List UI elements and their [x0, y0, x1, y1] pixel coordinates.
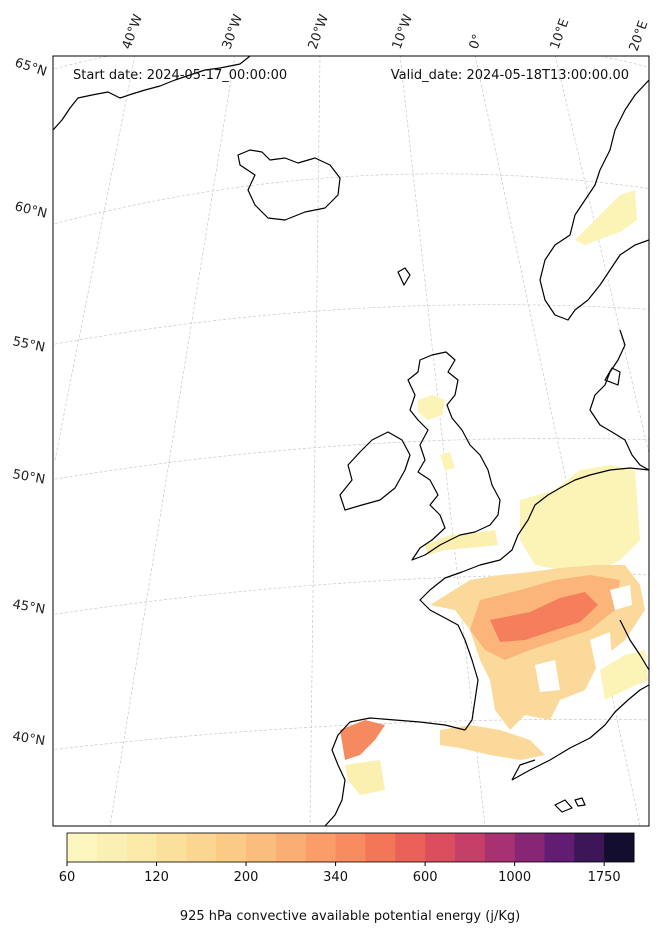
colorbar-border	[66, 832, 635, 863]
map-border	[52, 55, 650, 827]
lon-label: 40°W	[120, 12, 146, 51]
colorbar-segment	[604, 833, 635, 862]
valid-date-label: Valid_date: 2024-05-18T13:00:00.00	[391, 68, 629, 83]
lat-label: 55°N	[11, 334, 46, 355]
lon-label: 0°	[467, 32, 486, 51]
colorbar-segment	[96, 833, 128, 862]
map-background	[53, 56, 649, 826]
colorbar-segment	[574, 833, 605, 862]
colorbar-segment	[126, 833, 158, 862]
lon-label: 30°W	[220, 12, 246, 51]
colorbar-tick-label: 60	[59, 870, 76, 885]
lat-label: 40°N	[11, 729, 46, 749]
coastlines	[53, 56, 649, 826]
lon-label: 20°W	[306, 12, 332, 51]
colorbar-segment	[365, 833, 396, 862]
lat-label: 50°N	[11, 467, 46, 487]
colorbar-segment	[544, 833, 575, 862]
colorbar-tick-label: 120	[144, 870, 169, 885]
colorbar-segment	[425, 833, 456, 862]
colorbar-segment	[246, 833, 277, 862]
colorbar-segment	[335, 833, 366, 862]
colorbar-segment	[67, 833, 98, 862]
colorbar-segment	[514, 833, 545, 862]
lat-label: 45°N	[11, 597, 46, 617]
colorbar-segment	[275, 833, 307, 862]
longitude-labels: 40°W 30°W 20°W 10°W 0° 10°E 20°E	[120, 12, 652, 53]
lon-label: 10°W	[390, 12, 416, 51]
colorbar-segment	[484, 833, 516, 862]
colorbar-segment	[156, 833, 187, 862]
cape-field	[340, 190, 648, 795]
latitude-labels: 65°N 60°N 55°N 50°N 45°N 40°N	[11, 56, 48, 750]
lat-label: 60°N	[13, 199, 48, 221]
colorbar-segment	[454, 833, 486, 862]
colorbar-tick-label: 600	[413, 870, 438, 885]
colorbar-segment	[216, 833, 247, 862]
colorbar-tick-label: 340	[323, 870, 348, 885]
lon-label: 10°E	[548, 17, 573, 52]
start-date-label: Start date: 2024-05-17_00:00:00	[73, 68, 287, 83]
colorbar-segment	[186, 833, 217, 862]
colorbar-title: 925 hPa convective available potential e…	[180, 909, 520, 924]
lon-label: 20°E	[627, 19, 652, 54]
colorbar-tick-label: 200	[234, 870, 259, 885]
colorbar-segment	[395, 833, 426, 862]
longitude-gridlines	[54, 56, 649, 826]
colorbar-tick-label: 1000	[498, 870, 531, 885]
colorbar	[67, 833, 635, 862]
colorbar-tick-label: 1750	[588, 870, 621, 885]
colorbar-segment	[305, 833, 337, 862]
lat-label: 65°N	[13, 56, 49, 80]
colorbar-ticks: 60 120 200 340 600 1000 1750	[59, 862, 621, 885]
